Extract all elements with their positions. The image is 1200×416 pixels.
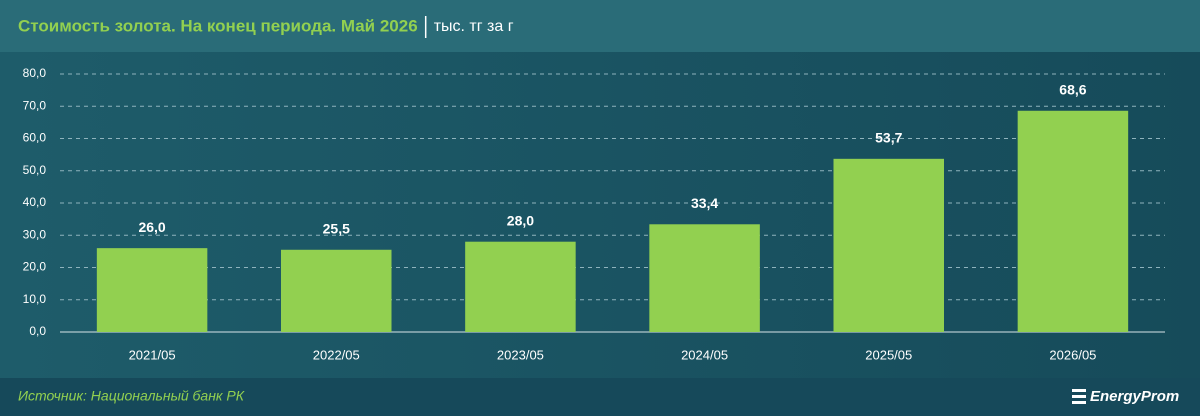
bar: [465, 241, 576, 332]
y-tick-label: 60,0: [23, 131, 47, 145]
value-label: 33,4: [691, 195, 718, 211]
bar: [1017, 110, 1129, 332]
y-tick-label: 40,0: [23, 195, 47, 209]
bar: [96, 248, 208, 332]
x-tick-label: 2026/05: [1049, 347, 1096, 362]
y-tick-label: 50,0: [23, 163, 47, 177]
logo-icon: [1072, 389, 1086, 404]
x-tick-label: 2022/05: [313, 347, 360, 362]
chart-title: Стоимость золота. На конец периода. Май …: [18, 16, 418, 35]
bar: [281, 249, 392, 332]
y-tick-label: 80,0: [23, 66, 47, 80]
header-band: [0, 0, 1200, 52]
y-tick-label: 70,0: [23, 98, 47, 112]
y-tick-label: 30,0: [23, 227, 47, 241]
y-tick-label: 0,0: [29, 324, 46, 338]
value-label: 53,7: [875, 130, 902, 146]
x-tick-label: 2025/05: [865, 347, 912, 362]
source: Источник: Национальный банк РК: [18, 388, 245, 404]
value-label: 26,0: [138, 219, 165, 235]
footer-band: [0, 378, 1200, 416]
value-label: 25,5: [323, 220, 350, 236]
y-tick-label: 10,0: [23, 292, 47, 306]
bar: [833, 158, 944, 332]
logo: EnergyProm: [1090, 388, 1179, 405]
x-tick-label: 2021/05: [129, 347, 176, 362]
bar: [649, 224, 760, 332]
value-label: 68,6: [1059, 81, 1086, 97]
x-tick-label: 2023/05: [497, 347, 544, 362]
y-tick-label: 20,0: [23, 260, 47, 274]
x-tick-label: 2024/05: [681, 347, 728, 362]
unit-label: тыс. тг за г: [434, 18, 514, 35]
value-label: 28,0: [507, 212, 534, 228]
